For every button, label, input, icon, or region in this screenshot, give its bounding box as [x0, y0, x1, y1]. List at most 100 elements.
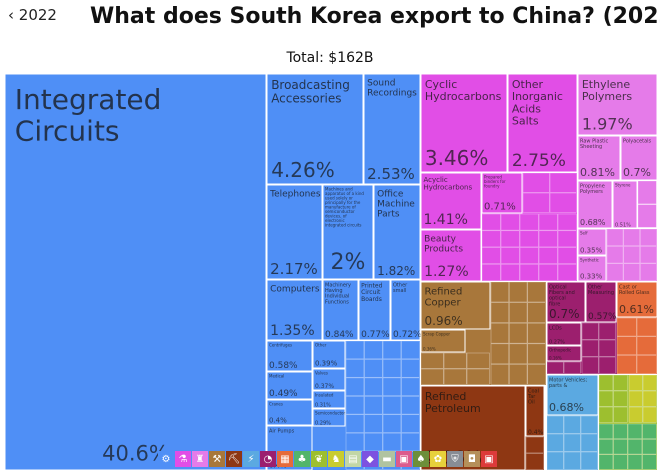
- tile-other-small[interactable]: Other small 0.72%: [390, 279, 422, 341]
- legend-bar: ⚙ ⚗ ♜ ⚒ ⛏ ⚡ ◔ ▦ ♣ ❦ ♞ ▤ ◆ ▬ ▣ ♠ ✿ ⛨ ◘ ▣: [158, 451, 497, 467]
- legend-pick-icon[interactable]: ⛏: [226, 451, 242, 467]
- tile-name-label: Raw Plastic Sheeting: [580, 139, 609, 151]
- legend-anvil-icon[interactable]: ⚒: [209, 451, 225, 467]
- tile-orthopedic[interactable]: Orthopedic 0.16%: [546, 345, 582, 362]
- legend-bottle-icon[interactable]: ♜: [192, 451, 208, 467]
- tile-lcds[interactable]: LCDs 0.27%: [546, 322, 582, 346]
- tile-small-metals: [527, 322, 546, 344]
- tile-semiconductor[interactable]: Semiconductor 0.29%: [312, 408, 346, 427]
- legend-flask-icon[interactable]: ⚗: [175, 451, 191, 467]
- tile-small-chemicals: [500, 230, 520, 248]
- legend-car-icon[interactable]: ⚡: [243, 451, 259, 467]
- tile-small-food: [598, 374, 614, 391]
- tile-small-machinery: [401, 395, 420, 415]
- legend-shoe-icon[interactable]: ▬: [379, 451, 395, 467]
- tile-value-label: 0.61%: [619, 303, 654, 316]
- tile-rect: [266, 184, 323, 280]
- tile-styrene[interactable]: Styrene 0.51%: [612, 180, 638, 229]
- tile-value-label: 0.72%: [393, 330, 422, 340]
- tile-small-textiles: [598, 454, 614, 470]
- tile-name-label: Cranes: [269, 402, 283, 407]
- tile-small-machinery: [382, 395, 402, 415]
- tile-small-metals: [509, 364, 528, 385]
- tile-medical[interactable]: Medical 0.49%: [266, 371, 313, 400]
- tile-other[interactable]: Other 0.39%: [312, 340, 346, 369]
- legend-shirt-icon[interactable]: ♣: [294, 451, 310, 467]
- tile-value-label: 1.97%: [582, 114, 633, 133]
- tile-computers[interactable]: Computers 1.35%: [266, 279, 323, 341]
- tile-name-label: Computers: [270, 284, 320, 294]
- tile-cyclic-hydrocarbons[interactable]: Cyclic Hydrocarbons 3.46%: [420, 73, 508, 173]
- tile-name-label: Office Machine Parts: [377, 189, 415, 219]
- tile-small-instruments: [581, 322, 599, 340]
- tile-centrifuges[interactable]: Centrifuges 0.58%: [266, 340, 313, 372]
- legend-sprout-icon[interactable]: ✿: [430, 451, 446, 467]
- legend-cow-icon[interactable]: ♞: [328, 451, 344, 467]
- tile-small-metals: [490, 322, 510, 344]
- legend-bag-icon[interactable]: ◘: [464, 451, 480, 467]
- tile-beauty-products[interactable]: Beauty Products 1.27%: [420, 229, 482, 282]
- tile-small-metals-b: [443, 352, 467, 369]
- tile-small-textiles: [613, 454, 628, 470]
- tile-small-chemicals: [481, 230, 501, 248]
- tile-name-label: Centrifuges: [269, 343, 292, 348]
- legend-gear-icon[interactable]: ⚙: [158, 451, 174, 467]
- tile-small-chemicals: [481, 213, 501, 231]
- tile-ethylene-polymers[interactable]: Ethylene Polymers 1.97%: [577, 73, 658, 136]
- tile-polyacetals[interactable]: Polyacetals 0.7%: [620, 135, 658, 181]
- legend-frame-icon[interactable]: ▣: [481, 451, 497, 467]
- tile-valves[interactable]: Valves 0.37%: [312, 368, 346, 391]
- tile-small-metals: [509, 281, 528, 303]
- tile-prepared-binders-for-foundry[interactable]: Prepared binders for foundry 0.71%: [481, 172, 523, 214]
- legend-shield-icon[interactable]: ⛨: [447, 451, 463, 467]
- tile-acyclic-hydrocarbons[interactable]: Acyclic Hydrocarbons 1.41%: [420, 172, 482, 230]
- tile-insulated[interactable]: Insulated 0.31%: [312, 390, 346, 409]
- legend-tree-icon[interactable]: ♠: [413, 451, 429, 467]
- legend-dial-icon[interactable]: ◔: [260, 451, 276, 467]
- legend-leaf-icon[interactable]: ❦: [311, 451, 327, 467]
- tile-broadcasting-accessories[interactable]: Broadcasting Accessories 4.26%: [266, 73, 364, 185]
- tile-scrap-copper[interactable]: Scrap Copper 0.36%: [420, 329, 466, 353]
- tile-machinery-having-individual-functions[interactable]: Machinery Having Individual Functions 0.84%: [322, 279, 359, 341]
- tile-machines-and-apparatus-of-a-kind-used-so[interactable]: Machines and apparatus of a kind used sole…: [322, 184, 374, 280]
- tile-printed-circuit-boards[interactable]: Printed Circuit Boards 0.77%: [358, 279, 391, 341]
- tile-office-machine-parts[interactable]: Office Machine Parts 1.82%: [373, 184, 421, 280]
- back-link[interactable]: ‹ 2022: [8, 6, 57, 24]
- tile-integrated-circuits[interactable]: Integrated Circuits 40.6%: [4, 73, 267, 471]
- tile-sound-recordings[interactable]: Sound Recordings 2.53%: [363, 73, 421, 185]
- tile-cast-or-rolled-glass[interactable]: Cast or Rolled Glass 0.61%: [616, 281, 658, 318]
- tile-motor-vehicles-parts[interactable]: Motor Vehicles; parts & 0.68%: [546, 374, 599, 416]
- tile-small-chemicals: [519, 247, 539, 264]
- tile-region-8: [599, 375, 657, 470]
- tile-self[interactable]: Self 0.35%: [577, 228, 607, 256]
- tile-rect: [420, 229, 482, 282]
- tile-small-textiles: [613, 439, 628, 455]
- tile-value-label: 0.29%: [315, 420, 331, 426]
- tile-cranes[interactable]: Cranes 0.4%: [266, 399, 313, 426]
- tile-small-machinery: [364, 432, 383, 452]
- tile-refined-copper[interactable]: Refined Copper 0.96%: [420, 281, 491, 330]
- tile-small-metals: [509, 343, 528, 365]
- legend-box-icon[interactable]: ▣: [396, 451, 412, 467]
- tile-name-label: Other Inorganic Acids Salts: [512, 78, 563, 128]
- tile-small-chemicals-b: [549, 192, 577, 213]
- tile-small-plastics: [606, 246, 624, 264]
- legend-brick-icon[interactable]: ▦: [277, 451, 293, 467]
- tile-small-chemicals: [519, 230, 539, 248]
- tile-small-food: [613, 374, 628, 391]
- legend-gem-icon[interactable]: ◆: [362, 451, 378, 467]
- tile-telephones[interactable]: Telephones 2.17%: [266, 184, 323, 280]
- tile-raw-plastic-sheeting[interactable]: Raw Plastic Sheeting 0.81%: [577, 135, 621, 181]
- tile-value-label: 0.7%: [623, 166, 651, 179]
- tile-rect: [390, 279, 421, 341]
- tile-coal-tar-oil[interactable]: Coal Tar Oil 0.4%: [525, 385, 545, 437]
- tile-propylene-polymers[interactable]: Propylene Polymers 0.68%: [577, 180, 613, 229]
- tile-other-measuring[interactable]: Other Measuring 0.57%: [585, 281, 617, 323]
- tile-small-transport: [563, 451, 581, 470]
- legend-page-icon[interactable]: ▤: [345, 451, 361, 467]
- tile-synthetic[interactable]: Synthetic 0.33%: [577, 255, 607, 282]
- tile-name-label: Semiconductor: [315, 411, 345, 416]
- tile-small-metals-b: [420, 368, 444, 385]
- tile-other-inorganic-acids-salts[interactable]: Other Inorganic Acids Salts 2.75%: [507, 73, 578, 173]
